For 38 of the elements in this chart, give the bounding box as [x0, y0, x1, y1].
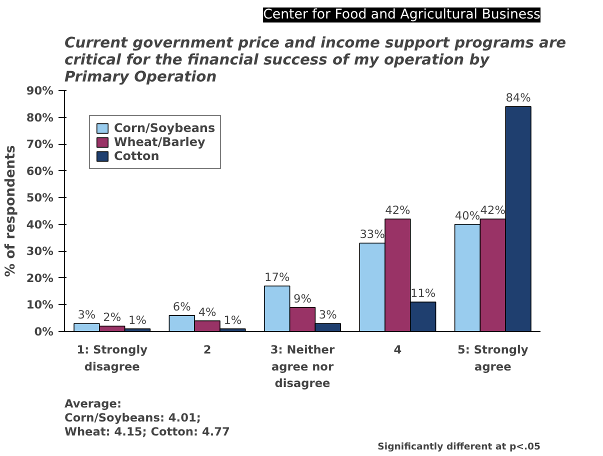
legend-label: Corn/Soybeans [114, 121, 216, 135]
x-tick-label: 5: Strongly agree [458, 342, 529, 374]
data-label: 1% [224, 312, 242, 327]
legend-label: Wheat/Barley [114, 135, 206, 149]
y-tick-label: 50% [26, 190, 54, 205]
data-label: 2% [103, 310, 122, 324]
data-label: 33% [360, 227, 386, 242]
text: Average: Corn/Soybeans: 4.01; Wheat: 4.15; Cotton: 4.77 [64, 396, 230, 438]
data-label: 42% [385, 203, 411, 218]
y-tick-label: 70% [26, 137, 54, 152]
data-label: 9% [294, 291, 312, 306]
text: Significantly different at p<.05 [378, 442, 541, 452]
data-label: 17% [264, 270, 290, 284]
data-label: 6% [172, 299, 192, 314]
y-tick-label: 30% [26, 244, 54, 258]
data-label: 11% [410, 286, 436, 300]
y-tick-label: 90% [26, 84, 54, 98]
data-label: 4% [198, 304, 217, 319]
x-tick-label: 3: Neither agree nor disagree [270, 342, 335, 390]
text: Center for Food and Agricultural Business [263, 8, 541, 22]
legend-label: Cotton [114, 149, 160, 163]
x-tick-label: 1: Strongly disagree [76, 342, 148, 374]
data-label: 40% [454, 208, 480, 222]
data-label: 84% [506, 90, 532, 105]
y-tick-label: 40% [26, 217, 54, 232]
y-tick-label: 80% [26, 110, 54, 124]
y-tick-label: 10% [26, 298, 54, 312]
y-tick-label: 60% [26, 164, 54, 178]
x-tick-label: 2 [203, 342, 212, 356]
y-tick-label: 0% [34, 324, 54, 338]
data-label: 1% [128, 312, 147, 327]
y-tick-label: 20% [26, 270, 54, 285]
y-axis-title: % of respondents [3, 145, 18, 277]
data-label: 3% [318, 307, 338, 322]
chart-title: Current government price and income support programs are critical for the financial success of my operation by Primary Operation [64, 34, 566, 86]
data-label: 3% [78, 307, 96, 322]
x-tick-label: 4 [394, 342, 402, 356]
data-label: 42% [480, 203, 506, 218]
